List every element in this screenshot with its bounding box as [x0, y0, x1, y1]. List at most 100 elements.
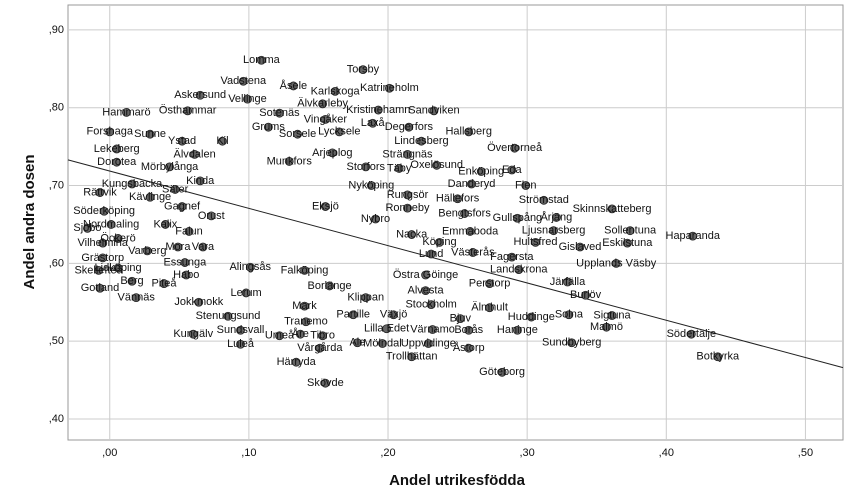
- point: [368, 118, 378, 128]
- y-tick-label: ,70: [49, 179, 64, 191]
- point: [551, 213, 561, 222]
- point: [507, 165, 517, 175]
- point-label: Burlöv: [570, 289, 602, 301]
- point: [513, 213, 522, 223]
- point-label: Grums: [252, 121, 286, 133]
- point-label: Lomma: [243, 54, 281, 66]
- point: [105, 127, 115, 137]
- point-label: Sollentuna: [604, 225, 657, 237]
- point-label: Täby: [387, 162, 412, 174]
- point-label: Lindesberg: [394, 135, 448, 147]
- point-label: Övertorneå: [487, 142, 543, 154]
- point-label: Perstorp: [469, 277, 511, 289]
- point-label: Södertälje: [667, 328, 717, 340]
- point: [284, 157, 294, 166]
- point: [315, 343, 325, 353]
- y-tick-label: ,60: [49, 257, 64, 269]
- point-label: Flen: [515, 179, 536, 191]
- point-label: Kristinehamn: [346, 104, 410, 116]
- point: [291, 357, 301, 367]
- point: [289, 81, 298, 91]
- point-label: Gotland: [81, 282, 120, 294]
- point-label: Kungsbacka: [102, 178, 163, 190]
- point-label: Trollhättan: [386, 351, 438, 363]
- point-label: Essunga: [163, 256, 207, 268]
- point: [98, 238, 108, 248]
- point-label: Grästorp: [81, 252, 124, 264]
- point: [127, 276, 137, 286]
- point: [325, 281, 334, 291]
- point-label: Ronneby: [385, 202, 430, 214]
- point: [327, 148, 337, 158]
- point: [300, 301, 309, 311]
- point-label: Katrineholm: [360, 82, 419, 94]
- point-label: Järfälla: [550, 276, 586, 288]
- y-tick-label: ,90: [49, 24, 64, 36]
- point: [385, 83, 394, 93]
- point: [464, 127, 474, 137]
- point-label: Berg: [120, 275, 143, 287]
- point: [353, 338, 362, 348]
- point: [607, 311, 617, 320]
- point: [98, 253, 108, 263]
- point: [455, 314, 465, 324]
- point: [389, 310, 398, 320]
- point: [426, 300, 436, 309]
- point: [539, 195, 549, 205]
- point-label: Lund: [419, 248, 443, 260]
- point: [321, 378, 330, 388]
- point: [688, 231, 698, 241]
- point-label: Lerum: [231, 287, 262, 299]
- point-label: Köping: [422, 236, 456, 248]
- point-label: Årjäng: [540, 210, 572, 223]
- point-label: Sunne: [134, 128, 166, 140]
- point: [173, 242, 183, 252]
- point-label: Borås: [454, 324, 483, 336]
- y-tick-label: ,80: [49, 102, 64, 114]
- point: [318, 331, 328, 341]
- point: [127, 179, 137, 189]
- point-label: Bjuv: [450, 313, 472, 325]
- point: [301, 317, 311, 327]
- point-label: Tibro: [310, 330, 335, 342]
- point-label: Habo: [173, 269, 199, 281]
- point-label: Mörbylånga: [141, 161, 199, 173]
- point: [485, 303, 494, 313]
- point: [521, 181, 531, 190]
- point-label: Hultsfred: [513, 236, 557, 248]
- point: [195, 90, 205, 100]
- point-label: Strängnäs: [382, 148, 433, 160]
- point-label: Åsele: [280, 79, 308, 92]
- point: [198, 242, 208, 252]
- point: [113, 234, 123, 243]
- point: [429, 106, 439, 116]
- point: [403, 190, 412, 200]
- point-label: Stockholm: [405, 299, 456, 311]
- point-label: Lilla Edet: [364, 323, 409, 335]
- point: [257, 55, 266, 65]
- point: [218, 136, 227, 146]
- point: [382, 324, 392, 334]
- point-label: Älmhult: [471, 302, 508, 314]
- point: [99, 206, 109, 216]
- point-label: Ystad: [168, 135, 196, 147]
- point-label: Huddinge: [508, 311, 555, 323]
- point: [358, 65, 368, 74]
- point: [165, 162, 174, 172]
- point: [321, 202, 330, 211]
- point: [510, 143, 520, 153]
- point-label: Luleå: [227, 338, 255, 350]
- point: [112, 144, 122, 154]
- point-label: Kävlinge: [129, 191, 171, 203]
- point: [417, 136, 426, 146]
- point: [373, 105, 383, 115]
- point: [131, 293, 141, 302]
- point: [275, 331, 284, 341]
- point: [245, 262, 255, 272]
- point: [318, 99, 328, 109]
- point: [263, 122, 273, 132]
- point-label: Eskilstuna: [602, 237, 653, 249]
- point: [170, 185, 180, 194]
- point: [113, 263, 123, 273]
- y-axis-title: Andel andra dosen: [21, 154, 38, 289]
